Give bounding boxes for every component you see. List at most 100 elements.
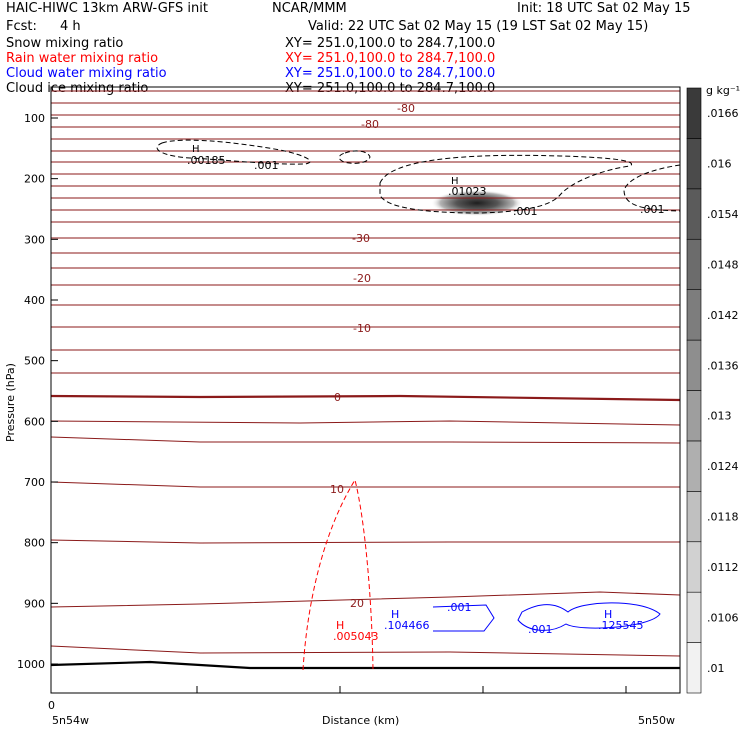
cloud-water-contour [432, 604, 495, 632]
cloud-water-max-marker: H [604, 608, 612, 621]
rain-max-value: .005043 [333, 630, 379, 643]
cloud-water-contour [517, 602, 661, 631]
x-right-label: 5n50w [638, 714, 675, 727]
y-tick-label: 500 [24, 355, 45, 368]
colorbar-label: .0154 [707, 208, 739, 221]
init-time: Init: 18 UTC Sat 02 May 15 [517, 1, 691, 16]
colorbar-label: .0142 [707, 309, 739, 322]
y-tick-label: 900 [24, 597, 45, 610]
snow-contour [379, 154, 633, 214]
y-tick-label: 600 [24, 415, 45, 428]
cloud-water-max-marker: H [391, 608, 399, 621]
snow-max-marker: H [451, 176, 459, 187]
isotherm-label: -10 [353, 322, 371, 335]
snow-contour-label: .001 [640, 203, 665, 216]
snow-max-marker: H [192, 144, 200, 155]
isotherm-label: -20 [353, 272, 371, 285]
colorbar: g kg⁻¹ .01 .0106 .0112 .0118 .0124 .013 .0136.… [686, 84, 740, 694]
fcst-label: Fcst: [6, 19, 37, 34]
colorbar-label: .0124 [707, 460, 739, 473]
colorbar-label: .01 [707, 662, 725, 675]
x-left-label: 5n54w [52, 714, 89, 727]
colorbar-label: .0166 [707, 107, 739, 120]
y-tick-label: 1000 [17, 658, 45, 671]
y-tick-label: 100 [24, 112, 45, 125]
temperature-labels: -80 -80 -30 -20 -10 0 10 20 [330, 102, 415, 610]
isotherm-label: 0 [334, 391, 341, 404]
y-ticks: 100 200 300 400 500 600 700 800 900 1000 [17, 112, 58, 671]
colorbar-unit: g kg⁻¹ [706, 84, 740, 97]
y-tick-label: 200 [24, 173, 45, 186]
colorbar-swatch [686, 642, 702, 694]
field-snow-xy: XY= 251.0,100.0 to 284.7,100.0 [285, 36, 496, 51]
y-axis-title: Pressure (hPa) [4, 363, 17, 442]
rain-max-marker: H [336, 619, 344, 632]
snow-max-value: .01023 [448, 185, 487, 198]
colorbar-swatch [686, 138, 702, 190]
colorbar-swatch [686, 541, 702, 593]
temperature-isotherms [50, 90, 681, 670]
field-snow-name: Snow mixing ratio [6, 36, 124, 51]
cloud-water-contour-label: .001 [447, 601, 472, 614]
colorbar-swatch [686, 289, 702, 341]
field-rain-xy: XY= 251.0,100.0 to 284.7,100.0 [285, 51, 496, 66]
y-tick-label: 400 [24, 294, 45, 307]
y-tick-label: 800 [24, 537, 45, 550]
colorbar-label: .0112 [707, 561, 739, 574]
plot-frame [50, 86, 681, 694]
colorbar-swatch [686, 440, 702, 492]
x-axis-title: Distance (km) [322, 714, 399, 727]
y-tick-label: 300 [24, 233, 45, 246]
title-left: HAIC-HIWC 13km ARW-GFS init [6, 1, 208, 16]
fcst-value: 4 h [60, 19, 81, 34]
colorbar-label: .0136 [707, 359, 739, 372]
snow-max-value: .00185 [187, 154, 226, 167]
field-ice-name: Cloud ice mixing ratio [6, 81, 149, 96]
colorbar-label: .0106 [707, 611, 739, 624]
colorbar-swatch [686, 390, 702, 442]
isotherm-label: -30 [352, 232, 370, 245]
colorbar-swatch [686, 591, 702, 643]
cloud-water-max-value: .125545 [598, 619, 644, 632]
snow-contour [623, 164, 681, 212]
colorbar-swatch [686, 491, 702, 543]
valid-time: Valid: 22 UTC Sat 02 May 15 (19 LST Sat … [308, 19, 649, 34]
snow-contours [156, 139, 681, 214]
surface-line [50, 660, 680, 670]
isotherm-label: 10 [330, 483, 344, 496]
snow-contour-label: .001 [254, 159, 279, 172]
cloud-water-contours [432, 602, 661, 632]
snow-labels: H .00185 .001 H .01023 .001 .001 [187, 144, 665, 218]
isotherm-zero [50, 394, 681, 402]
colorbar-label: .0148 [707, 258, 739, 271]
cloud-water-labels: H .104466 .001 H .125545 .001 [384, 601, 644, 636]
field-ice-xy: XY= 251.0,100.0 to 284.7,100.0 [285, 81, 496, 96]
isotherm [50, 436, 681, 444]
colorbar-label: .016 [707, 158, 732, 171]
snow-contour [156, 139, 311, 165]
snow-contour-label: .001 [513, 205, 538, 218]
isotherm [50, 481, 680, 488]
isotherm-label: 20 [350, 597, 364, 610]
isotherm [50, 539, 680, 544]
colorbar-swatch [686, 339, 702, 391]
colorbar-label: .013 [707, 410, 732, 423]
snow-contour [338, 150, 371, 164]
colorbar-label: .0118 [707, 511, 739, 524]
rain-labels: H .005043 [333, 619, 379, 643]
colorbar-swatch [686, 87, 702, 139]
x-tick-label: 0 [48, 699, 55, 712]
isotherm [50, 420, 681, 426]
title-center: NCAR/MMM [272, 1, 347, 16]
isotherm [50, 591, 681, 608]
isotherm [50, 645, 681, 657]
field-cloudwater-name: Cloud water mixing ratio [6, 66, 167, 81]
field-rain-name: Rain water mixing ratio [6, 51, 159, 66]
colorbar-swatch [686, 188, 702, 240]
isotherm-label: -80 [361, 118, 379, 131]
field-cloudwater-xy: XY= 251.0,100.0 to 284.7,100.0 [285, 66, 496, 81]
y-tick-label: 700 [24, 476, 45, 489]
